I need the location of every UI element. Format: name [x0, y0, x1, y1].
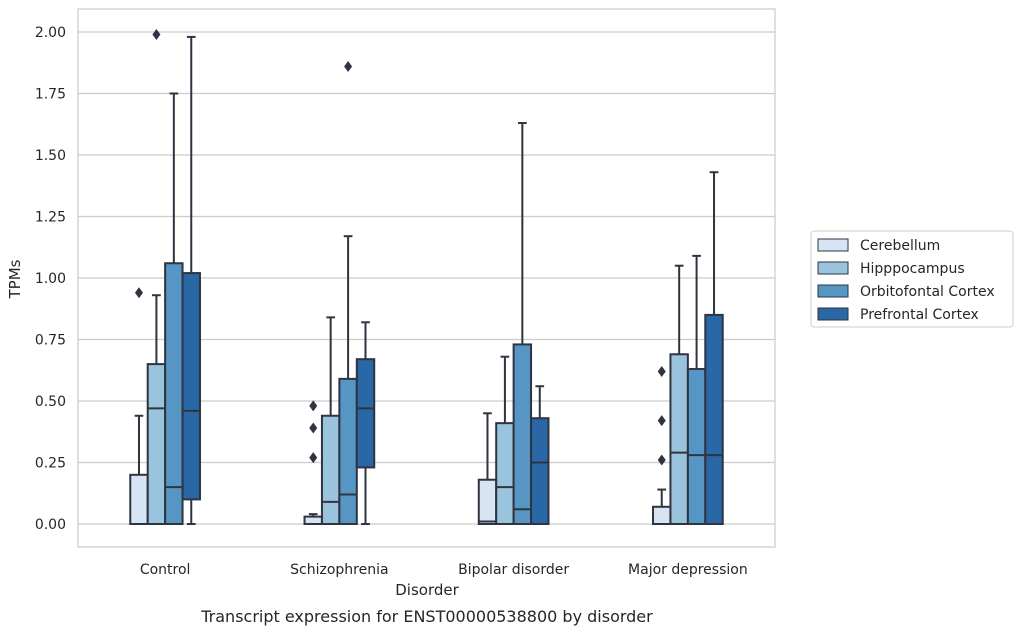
box-body [146, 363, 167, 525]
box-body [303, 515, 323, 525]
box-cerebellum [652, 365, 672, 525]
y-tick-labels: 0.00 0.25 0.50 0.75 1.00 1.25 1.50 1.75 2.00 [35, 25, 66, 533]
outlier-point [657, 365, 666, 377]
legend-swatch [817, 284, 849, 298]
x-tick-label: Bipolar disorder [458, 562, 569, 578]
box-body [652, 505, 672, 525]
outlier-point [309, 422, 318, 434]
box-body [686, 368, 707, 525]
outlier-point [134, 287, 143, 299]
plot-frame [77, 8, 776, 548]
box-orbitofontal-cortex [338, 60, 358, 525]
x-axis-label: Disorder [395, 581, 459, 599]
y-tick-label: 1.00 [35, 271, 66, 287]
box-orbitofontal-cortex [686, 254, 707, 525]
box-hipppocampus [669, 264, 689, 526]
outlier-point [152, 28, 161, 40]
x-tick-label: Schizophrenia [290, 562, 388, 578]
box-prefrontal-cortex [181, 35, 201, 525]
box-prefrontal-cortex [704, 171, 724, 525]
y-tick-label: 0.75 [35, 333, 66, 349]
y-tick-label: 1.50 [35, 148, 66, 164]
y-tick-label: 1.25 [35, 210, 66, 226]
box-body [164, 262, 184, 525]
box-plot-boxes [129, 28, 724, 526]
legend-entry-label: Orbitofontal Cortex [860, 284, 995, 300]
box-cerebellum [303, 400, 323, 525]
box-body [530, 417, 550, 525]
box-body [512, 343, 533, 526]
legend-entry-label: Hipppocampus [860, 261, 965, 277]
box-body [704, 313, 724, 525]
box-body [495, 422, 515, 526]
box-hipppocampus [146, 28, 167, 525]
legend-entry-label: Cerebellum [860, 238, 940, 254]
y-tick-label: 2.00 [35, 25, 66, 41]
y-axis-label: TPMs [6, 259, 24, 299]
box-cerebellum [129, 287, 149, 525]
y-tick-label: 0.00 [35, 517, 66, 533]
box-body [181, 272, 201, 501]
x-tick-labels: Control Schizophrenia Bipolar disorder Majo… [140, 562, 748, 578]
x-tick-label: Control [140, 562, 191, 578]
box-prefrontal-cortex [530, 385, 550, 525]
legend-swatch [817, 238, 849, 252]
box-body [129, 473, 149, 525]
box-hipppocampus [495, 355, 515, 526]
legend-swatch [817, 261, 849, 275]
y-tick-label: 0.25 [35, 456, 66, 472]
box-body [355, 358, 376, 469]
legend: Cerebellum Hipppocampus Orbitofontal Corte… [810, 230, 1014, 328]
outlier-point [657, 415, 666, 427]
box-cerebellum [477, 412, 498, 525]
outlier-point [309, 452, 318, 464]
box-orbitofontal-cortex [164, 92, 184, 525]
outlier-point [309, 400, 318, 412]
legend-frame [810, 230, 1014, 328]
box-body [477, 478, 498, 525]
box-hipppocampus [320, 316, 341, 526]
box-body [320, 414, 341, 526]
y-tick-label: 1.75 [35, 87, 66, 103]
outlier-point [344, 60, 353, 72]
outlier-point [657, 454, 666, 466]
box-orbitofontal-cortex [512, 122, 533, 526]
box-body [338, 377, 358, 525]
box-prefrontal-cortex [355, 321, 376, 525]
legend-swatch [817, 307, 849, 321]
legend-entry-label: Prefrontal Cortex [860, 307, 979, 323]
chart-caption: Transcript expression for ENST0000053880… [200, 607, 653, 626]
y-tick-label: 0.50 [35, 394, 66, 410]
x-tick-label: Major depression [628, 562, 748, 578]
box-body [669, 353, 689, 526]
